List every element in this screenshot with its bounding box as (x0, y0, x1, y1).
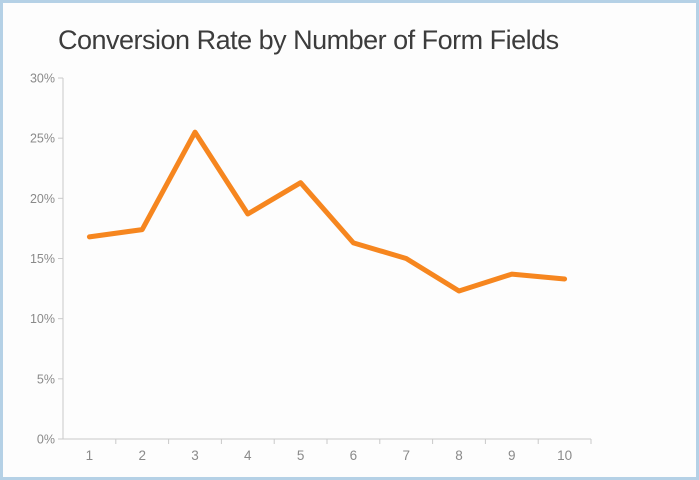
line-chart: 0% 5% 10% 15% 20% 25% 30% 1 2 3 4 5 6 7 8 9 10 (30, 72, 592, 463)
x-tick-label: 4 (244, 448, 252, 463)
y-tick-label: 5% (37, 372, 55, 386)
y-tick-label: 30% (30, 72, 55, 86)
x-tick-label: 8 (455, 448, 463, 463)
x-tick-label: 10 (557, 448, 572, 463)
x-tick-label: 2 (138, 448, 146, 463)
x-tick-label: 9 (508, 448, 516, 463)
x-tick-label: 1 (86, 448, 94, 463)
x-tick-label: 5 (297, 448, 305, 463)
y-tick-label: 15% (30, 252, 55, 266)
y-tick-label: 20% (30, 192, 55, 206)
x-tick-label: 7 (402, 448, 410, 463)
x-tick-label: 3 (191, 448, 199, 463)
chart-title: Conversion Rate by Number of Form Fields (58, 25, 559, 55)
y-tick-label: 0% (37, 433, 55, 447)
x-tick-label: 6 (350, 448, 358, 463)
y-tick-label: 10% (30, 312, 55, 326)
series-line (86, 129, 568, 294)
y-tick-label: 25% (30, 132, 55, 146)
